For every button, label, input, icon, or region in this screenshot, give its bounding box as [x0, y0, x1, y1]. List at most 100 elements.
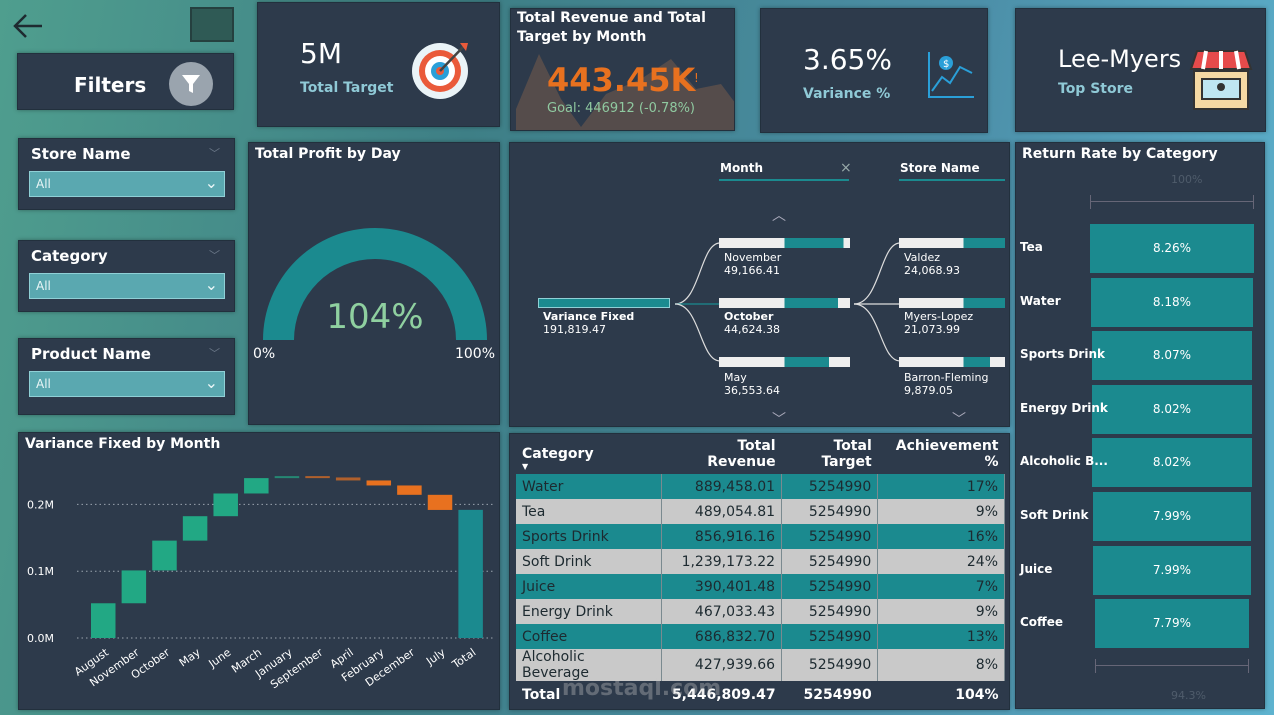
funnel-bar[interactable]: 7.99%: [1092, 492, 1252, 541]
chevron-down-icon[interactable]: ﹀: [209, 347, 220, 360]
slicer-product-name[interactable]: Product Name ﹀ All ⌄: [18, 338, 235, 415]
product-name-dropdown[interactable]: All ⌄: [29, 371, 225, 397]
table-row[interactable]: Alcoholic Beverage 427,939.66 5254990 8%: [516, 649, 1005, 681]
store-name-dropdown[interactable]: All ⌄: [29, 171, 225, 197]
kpi-label: Top Store: [1058, 81, 1133, 97]
chart-title: Variance Fixed by Month: [25, 436, 221, 452]
col-header-category[interactable]: Category ▼: [522, 446, 594, 471]
store-level-header[interactable]: Store Name: [900, 161, 980, 175]
chevron-down-icon: ⌄: [204, 173, 218, 192]
table-row[interactable]: Water 889,458.01 5254990 17%: [516, 474, 1005, 499]
kpi-top-store: Lee-Myers Top Store: [1015, 8, 1266, 132]
gauge-arc: [263, 228, 487, 340]
waterfall-bar: [366, 480, 392, 486]
table-cell: Energy Drink: [516, 599, 662, 624]
dropdown-value: All: [36, 177, 51, 191]
funnel-bar[interactable]: 8.26%: [1090, 224, 1254, 273]
table-cell: 7%: [877, 574, 1005, 599]
funnel-bar[interactable]: 7.79%: [1094, 599, 1250, 649]
funnel-category-label: Juice: [1020, 561, 1053, 576]
kpi-label: Variance %: [803, 86, 891, 102]
category-dropdown[interactable]: All ⌄: [29, 273, 225, 299]
waterfall-bar: [274, 476, 300, 479]
funnel-bar[interactable]: 8.02%: [1092, 438, 1252, 488]
funnel-category-label: Coffee: [1020, 615, 1064, 630]
category-table: Category ▼ Total Revenue Total Target Ach…: [516, 434, 1005, 709]
revenue-value: 443.45K: [547, 61, 696, 99]
back-button[interactable]: [10, 10, 46, 42]
toggle-button[interactable]: [190, 7, 234, 42]
month-bar-may[interactable]: [719, 357, 850, 367]
slicer-category[interactable]: Category ﹀ All ⌄: [18, 240, 235, 312]
filters-button[interactable]: Filters: [17, 53, 234, 110]
y-tick-label: 0.0M: [27, 632, 54, 645]
category-table-panel: Category ▼ Total Revenue Total Target Ach…: [509, 433, 1010, 710]
table-row[interactable]: Sports Drink 856,916.16 5254990 16%: [516, 524, 1005, 549]
funnel-bar[interactable]: 8.02%: [1092, 384, 1252, 434]
store-icon: [1189, 50, 1253, 110]
waterfall-chart-panel: Variance Fixed by Month 0.0M 0.1M 0.2M Augu…: [18, 432, 500, 710]
slicer-title: Store Name: [31, 145, 131, 163]
table-cell: 8%: [877, 649, 1005, 681]
x-tick-label: Total: [449, 646, 478, 672]
gauge-value: 104%: [326, 297, 424, 337]
revenue-trend-area: [516, 54, 734, 130]
col-header-target[interactable]: Total Target: [821, 438, 872, 470]
slicer-store-name[interactable]: Store Name ﹀ All ⌄: [18, 138, 235, 210]
dropdown-value: All: [36, 377, 51, 391]
arrow-left-icon: [13, 14, 42, 38]
chevron-down-icon[interactable]: ﹀: [772, 412, 786, 428]
waterfall-bar: [458, 509, 483, 638]
table-cell: 5254990: [781, 524, 879, 549]
table-cell: Juice: [516, 574, 662, 599]
month-bar-october[interactable]: [719, 298, 850, 308]
table-cell: Coffee: [516, 624, 662, 649]
watermark: mostaql.com: [562, 676, 722, 701]
funnel-category-label: Sports Drink: [1020, 347, 1105, 362]
month-level-header[interactable]: Month: [720, 161, 764, 175]
waterfall-bar: [244, 478, 269, 494]
table-cell: 5254990: [781, 474, 879, 499]
table-cell: 5254990: [781, 599, 879, 624]
store-bar-valdez[interactable]: [899, 238, 1005, 248]
waterfall-bar: [182, 516, 208, 541]
kpi-variance: 3.65% Variance % $: [760, 8, 988, 133]
table-cell: 427,939.66: [661, 649, 783, 681]
table-cell: 9%: [877, 499, 1005, 524]
table-cell: 5254990: [781, 549, 879, 574]
col-header-revenue[interactable]: Total Revenue: [707, 438, 776, 470]
table-row[interactable]: Juice 390,401.48 5254990 7%: [516, 574, 1005, 599]
month-node: November 49,166.41: [724, 251, 782, 277]
col-header-achievement[interactable]: Achievement %: [895, 438, 999, 470]
table-row[interactable]: Energy Drink 467,033.43 5254990 9%: [516, 599, 1005, 624]
funnel-bar[interactable]: 8.18%: [1090, 277, 1254, 327]
chevron-up-icon[interactable]: ︿: [772, 208, 786, 224]
table-row[interactable]: Tea 489,054.81 5254990 9%: [516, 499, 1005, 524]
funnel-category-label: Water: [1020, 293, 1061, 308]
table-row[interactable]: Soft Drink 1,239,173.22 5254990 24%: [516, 549, 1005, 574]
sort-desc-icon: ▼: [522, 462, 529, 471]
tree-connectors: [674, 242, 901, 362]
month-bar-november[interactable]: [719, 238, 850, 248]
chevron-down-icon[interactable]: ﹀: [209, 147, 220, 160]
table-cell: 9%: [877, 599, 1005, 624]
table-row[interactable]: Coffee 686,832.70 5254990 13%: [516, 624, 1005, 649]
table-cell: 686,832.70: [661, 624, 783, 649]
chevron-down-icon[interactable]: ﹀: [209, 249, 220, 262]
waterfall-bar: [335, 477, 361, 481]
funnel-bar[interactable]: 8.07%: [1091, 331, 1253, 381]
kpi-value: Lee-Myers: [1058, 45, 1182, 73]
root-bar[interactable]: [538, 298, 670, 308]
table-cell: 5254990: [781, 649, 879, 681]
store-bar-barron-fleming[interactable]: [899, 357, 1005, 367]
store-bar-myers-lopez[interactable]: [899, 298, 1005, 308]
panel-title: Total Profit by Day: [255, 146, 401, 162]
table-cell: 24%: [877, 549, 1005, 574]
chevron-down-icon[interactable]: ﹀: [952, 412, 966, 428]
x-tick-label: May: [177, 646, 203, 670]
table-cell: 856,916.16: [661, 524, 783, 549]
close-icon[interactable]: ×: [840, 160, 852, 176]
table-cell: Alcoholic Beverage: [516, 649, 662, 681]
funnel-bar[interactable]: 7.99%: [1092, 545, 1252, 595]
